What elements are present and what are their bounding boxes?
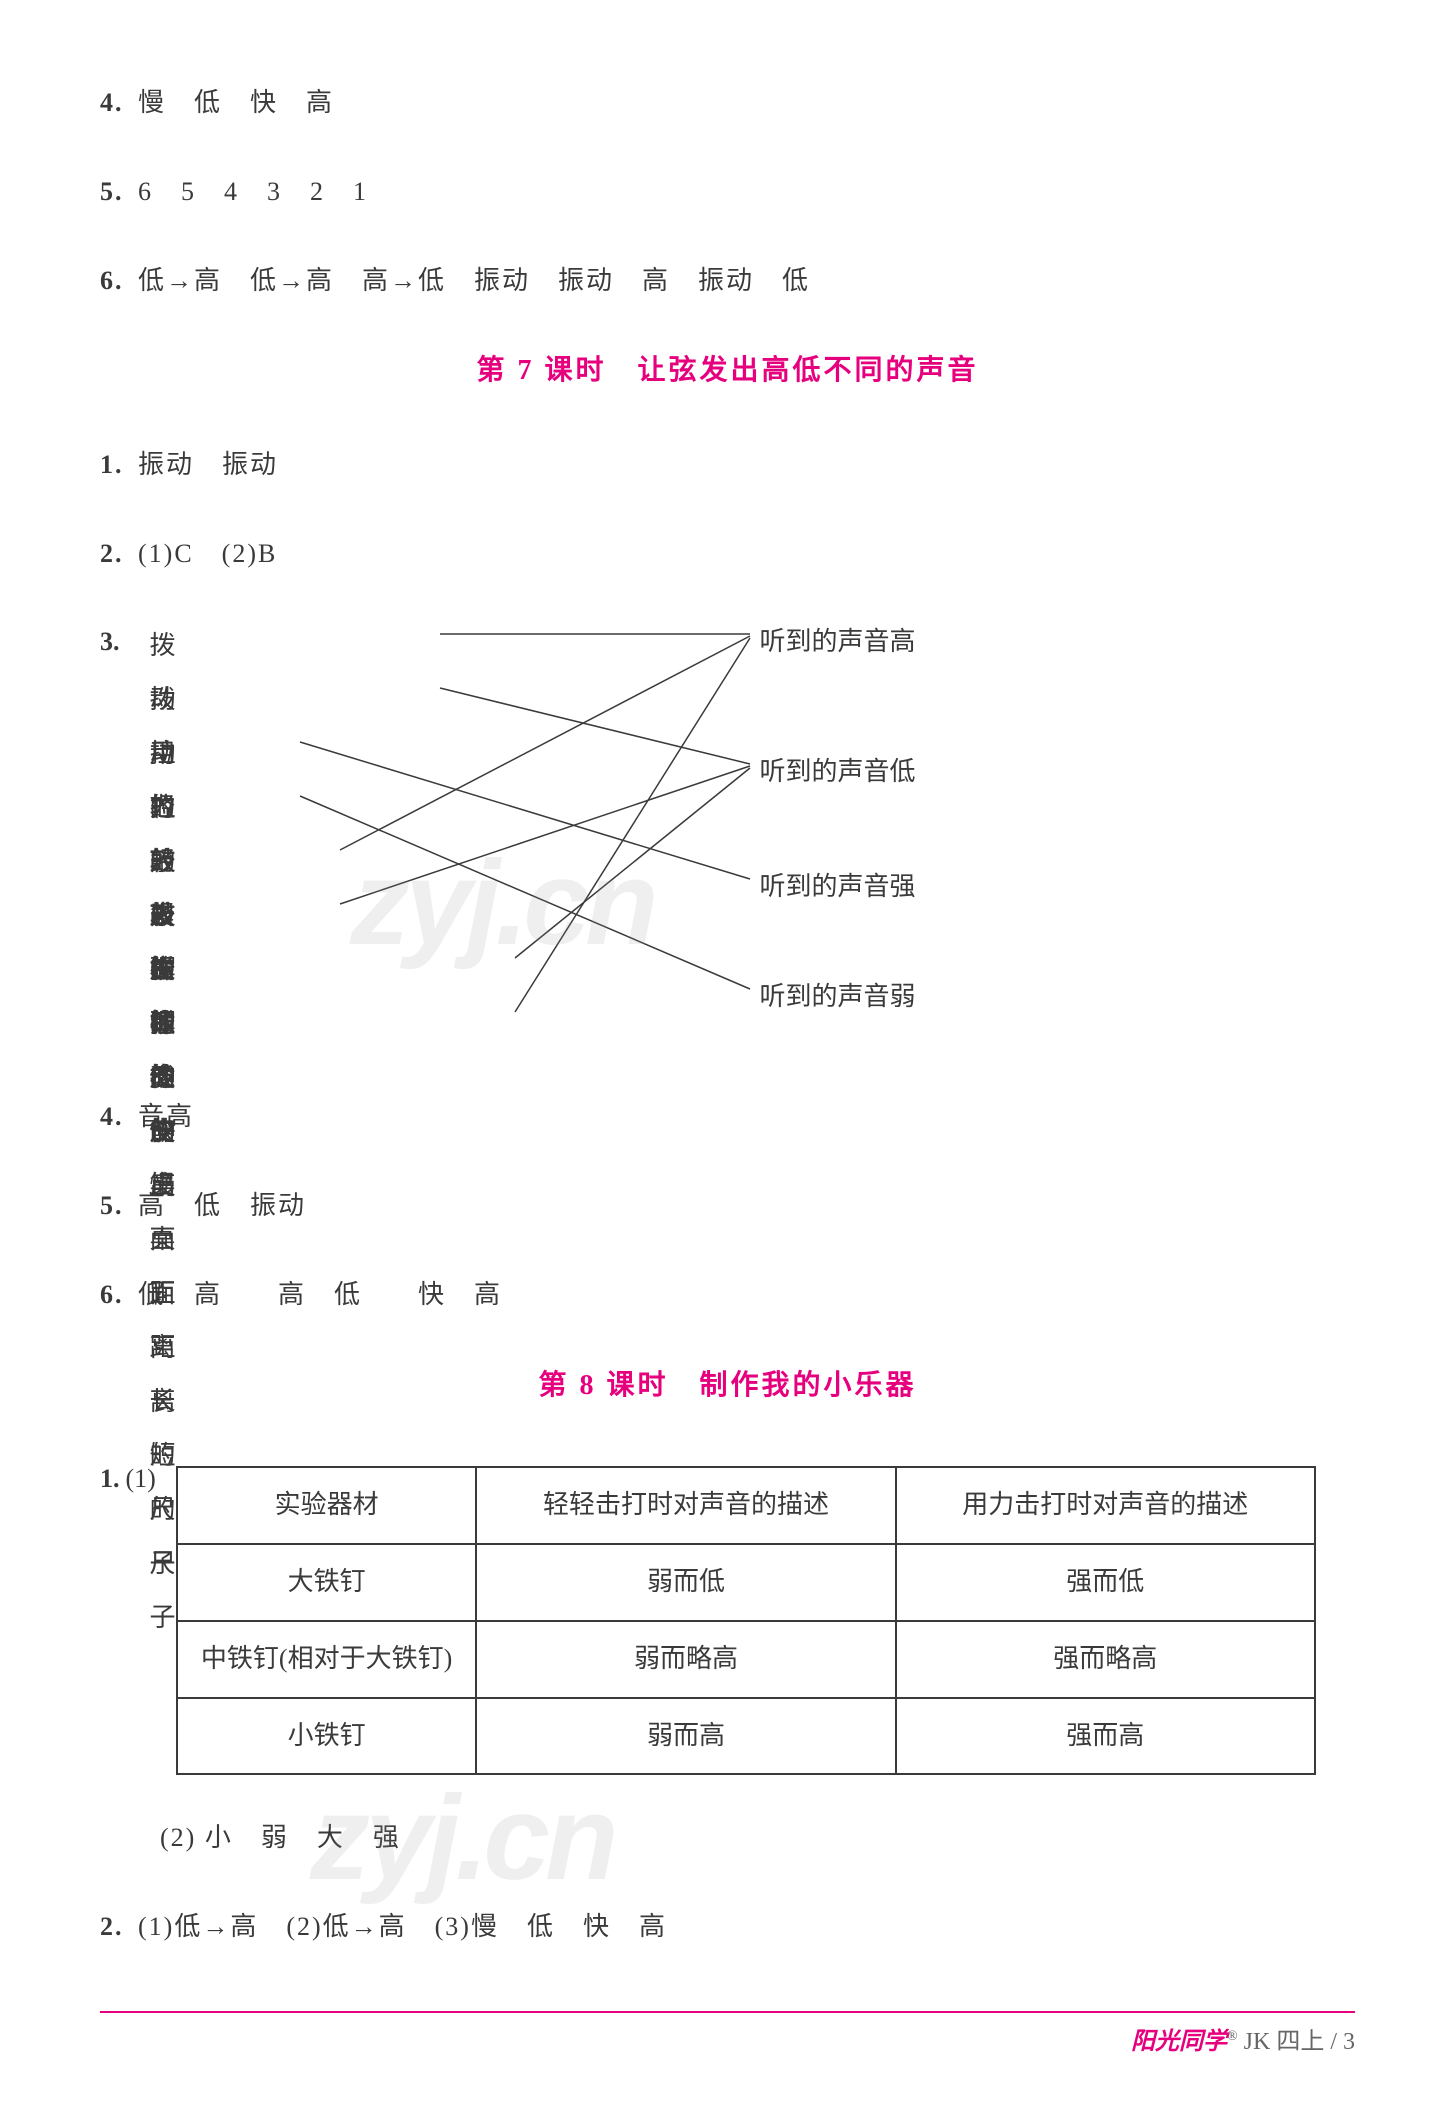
- match-left-item: 用力敲击锣: [150, 727, 176, 781]
- answer-num: 6.: [100, 1280, 124, 1309]
- table-row: 实验器材 轻轻击打时对声音的描述 用力击打时对声音的描述: [177, 1467, 1315, 1544]
- answer-num: 5.: [100, 1191, 124, 1220]
- match-right-item: 听到的声音低: [760, 749, 916, 796]
- match-right-item: 听到的声音强: [760, 864, 916, 911]
- s7-matching: 3. 拨动拉的较紧的橡皮筋 拨动拉的较松的橡皮筋 用力敲击锣 轻轻敲击锣 鼓皮振…: [100, 619, 1355, 1094]
- answer-text: (1)C (2)B: [138, 539, 277, 568]
- q1-sub2-text: 小 弱 大 强: [205, 1823, 401, 1852]
- table-header: 轻轻击打时对声音的描述: [476, 1467, 895, 1544]
- answer-4: 4. 慢 低 快 高: [100, 80, 1355, 127]
- table-header: 用力击打时对声音的描述: [896, 1467, 1315, 1544]
- match-left-item: 鼓皮振动的慢: [150, 889, 176, 943]
- match-right-item: 听到的声音弱: [760, 974, 916, 1021]
- answer-text: 振动 振动: [138, 450, 278, 479]
- answer-num: 3.: [100, 619, 120, 666]
- answer-num: 4.: [100, 88, 124, 117]
- s7-answer-5: 5. 高 低 振动: [100, 1183, 1355, 1230]
- s7-answer-4: 4. 音高: [100, 1094, 1355, 1141]
- answer-5: 5. 6 5 4 3 2 1: [100, 169, 1355, 216]
- footer-suffix: JK 四上 / 3: [1244, 2029, 1355, 2055]
- s7-answer-6: 6. 低 高 高 低 快 高: [100, 1272, 1355, 1319]
- match-left-item: 弹拨伸出桌面距离长的尺子: [150, 943, 176, 997]
- table-row: 中铁钉(相对于大铁钉) 弱而略高 强而略高: [177, 1621, 1315, 1698]
- footer-reg: ®: [1227, 2029, 1238, 2044]
- table-cell: 大铁钉: [177, 1544, 477, 1621]
- answer-num: 4.: [100, 1102, 124, 1131]
- answer-num: 2.: [100, 539, 124, 568]
- experiment-table: 实验器材 轻轻击打时对声音的描述 用力击打时对声音的描述 大铁钉 弱而低 强而低…: [176, 1466, 1316, 1775]
- table-cell: 弱而略高: [476, 1621, 895, 1698]
- s8-q2: 2. (1)低→高 (2)低→高 (3)慢 低 快 高: [100, 1904, 1355, 1951]
- table-header: 实验器材: [177, 1467, 477, 1544]
- matching-left-col: 拨动拉的较紧的橡皮筋 拨动拉的较松的橡皮筋 用力敲击锣 轻轻敲击锣 鼓皮振动的快…: [150, 619, 176, 1051]
- answer-num: 2.: [100, 1912, 124, 1941]
- match-right-item: 听到的声音高: [760, 619, 916, 666]
- table-cell: 弱而高: [476, 1698, 895, 1775]
- s7-answer-1: 1. 振动 振动: [100, 442, 1355, 489]
- section-7-title: 第 7 课时 让弦发出高低不同的声音: [100, 346, 1355, 396]
- match-left-item: 轻轻敲击锣: [150, 781, 176, 835]
- table-row: 小铁钉 弱而高 强而高: [177, 1698, 1315, 1775]
- match-left-item: 鼓皮振动的快: [150, 835, 176, 889]
- table-cell: 强而略高: [896, 1621, 1315, 1698]
- match-left-item: 拨动拉的较松的橡皮筋: [150, 673, 176, 727]
- answer-text: 低→高 低→高 高→低 振动 振动 高 振动 低: [138, 266, 810, 295]
- q1-sub2-label: (2): [160, 1823, 196, 1852]
- answer-text: 低 高 高 低 快 高: [138, 1280, 502, 1309]
- s8-q1-sub2: (2) 小 弱 大 强: [160, 1815, 1355, 1862]
- s7-answer-2: 2. (1)C (2)B: [100, 531, 1355, 578]
- answer-6: 6. 低→高 低→高 高→低 振动 振动 高 振动 低: [100, 258, 1355, 305]
- match-left-item: 弹拨伸出桌面距离短的尺子: [150, 997, 176, 1051]
- table-cell: 强而高: [896, 1698, 1315, 1775]
- table-cell: 强而低: [896, 1544, 1315, 1621]
- answer-text: (1)低→高 (2)低→高 (3)慢 低 快 高: [138, 1912, 667, 1941]
- table-cell: 弱而低: [476, 1544, 895, 1621]
- answer-num: 6.: [100, 266, 124, 295]
- footer-brand: 阳光同学: [1131, 2029, 1227, 2055]
- match-left-item: 拨动拉的较紧的橡皮筋: [150, 619, 176, 673]
- table-row: 大铁钉 弱而低 强而低: [177, 1544, 1315, 1621]
- page-footer: 阳光同学® JK 四上 / 3: [100, 2011, 1355, 2064]
- answer-num: 5.: [100, 177, 124, 206]
- answer-text: 6 5 4 3 2 1: [138, 177, 368, 206]
- s8-q1: 1. (1) 实验器材 轻轻击打时对声音的描述 用力击打时对声音的描述 大铁钉 …: [100, 1456, 1355, 1775]
- answer-num: 1.: [100, 450, 124, 479]
- answer-text: 慢 低 快 高: [138, 88, 334, 117]
- answer-num: 1.: [100, 1456, 120, 1503]
- table-cell: 中铁钉(相对于大铁钉): [177, 1621, 477, 1698]
- experiment-table-wrap: 实验器材 轻轻击打时对声音的描述 用力击打时对声音的描述 大铁钉 弱而低 强而低…: [176, 1466, 1316, 1775]
- table-cell: 小铁钉: [177, 1698, 477, 1775]
- section-8-title: 第 8 课时 制作我的小乐器: [100, 1361, 1355, 1411]
